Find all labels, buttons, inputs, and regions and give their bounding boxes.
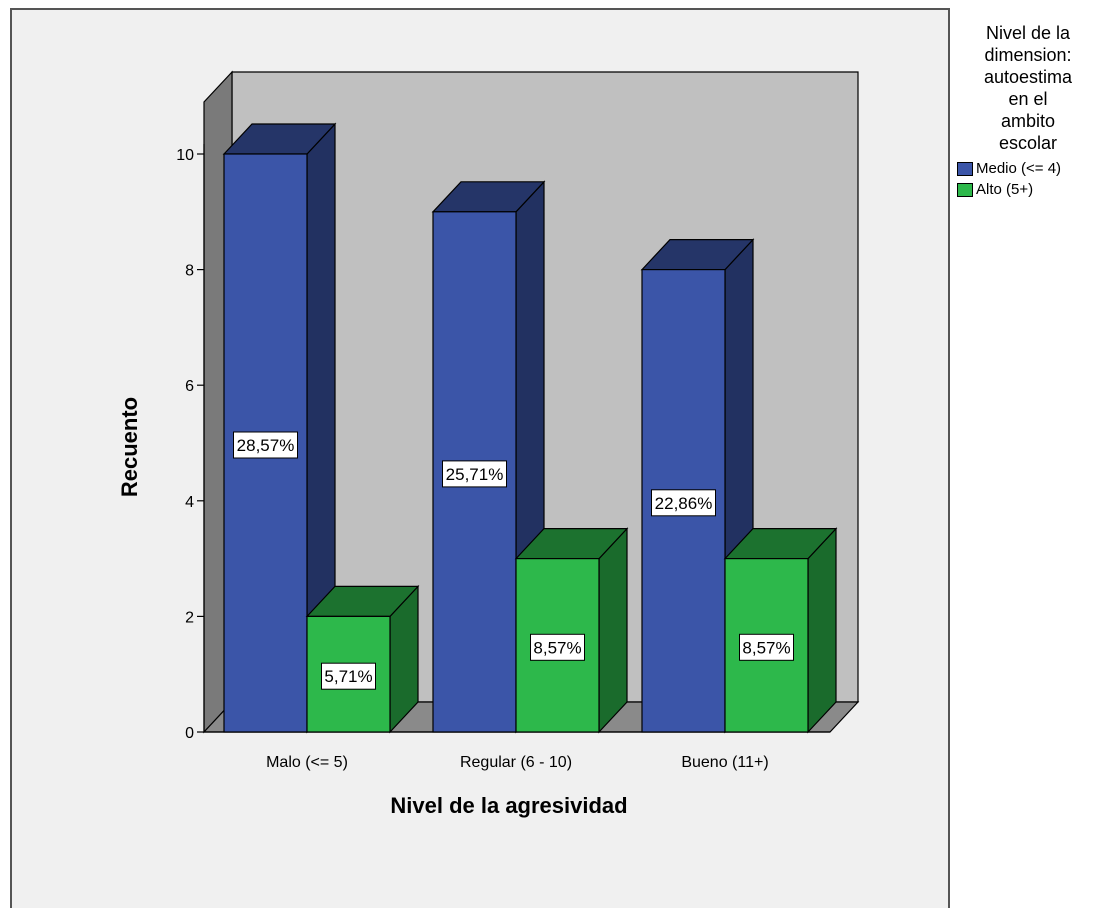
legend-title-line: escolar [998, 133, 1058, 153]
legend-items: Medio (<= 4) Alto (5+) [955, 158, 1105, 200]
data-label-box [233, 431, 298, 459]
y-axis-title: Recuento [117, 397, 142, 497]
legend-label: Medio (<= 4) [976, 160, 1062, 177]
y-tick-label: 4 [185, 494, 194, 511]
legend-title-line: Nivel de la [985, 23, 1071, 43]
bar-chart: 0 2 4 6 8 10 Recuento Nivel de la agresividad 28… [117, 70, 860, 818]
legend-title-line: ambito [1000, 111, 1056, 131]
data-label: 25,71% [446, 465, 504, 484]
y-tick-label: 6 [185, 378, 194, 395]
legend: Nivel de la dimension: autoestima en el ambi… [955, 22, 1105, 200]
y-tick-label: 0 [185, 725, 194, 742]
legend-title-line: en el [1008, 89, 1048, 109]
legend-title-line: dimension: [984, 45, 1072, 65]
legend-swatch [957, 161, 973, 176]
data-label: 22,86% [655, 494, 713, 513]
y-tick-label: 10 [176, 147, 194, 164]
y-tick-label: 2 [185, 609, 194, 626]
bar-side [598, 527, 628, 734]
data-label: 8,57% [533, 638, 581, 657]
legend-label: Alto (5+) [976, 181, 1034, 198]
data-label-box [321, 662, 376, 690]
legend-title-line: autoestima [983, 67, 1073, 87]
x-tick-label: Regular (6 - 10) [460, 754, 572, 771]
data-label-box [651, 489, 716, 517]
legend-title: Nivel de la dimension: autoestima en el ambi… [963, 22, 1093, 154]
data-label: 28,57% [237, 436, 295, 455]
data-label: 5,71% [324, 667, 372, 686]
legend-item: Alto (5+) [957, 179, 1105, 200]
data-label-box [442, 460, 507, 488]
data-label: 8,57% [742, 638, 790, 657]
y-tick-label: 8 [185, 263, 194, 280]
legend-item: Medio (<= 4) [957, 158, 1105, 179]
chart-frame: 0 2 4 6 8 10 Recuento Nivel de la agresividad 28… [10, 8, 950, 908]
bar-side [807, 527, 837, 734]
data-label-box [739, 633, 794, 661]
x-axis-title: Nivel de la agresividad [390, 793, 627, 818]
x-tick-label: Bueno (11+) [681, 754, 768, 771]
legend-swatch [957, 182, 973, 197]
data-label-box [530, 633, 585, 661]
x-tick-label: Malo (<= 5) [266, 754, 348, 771]
